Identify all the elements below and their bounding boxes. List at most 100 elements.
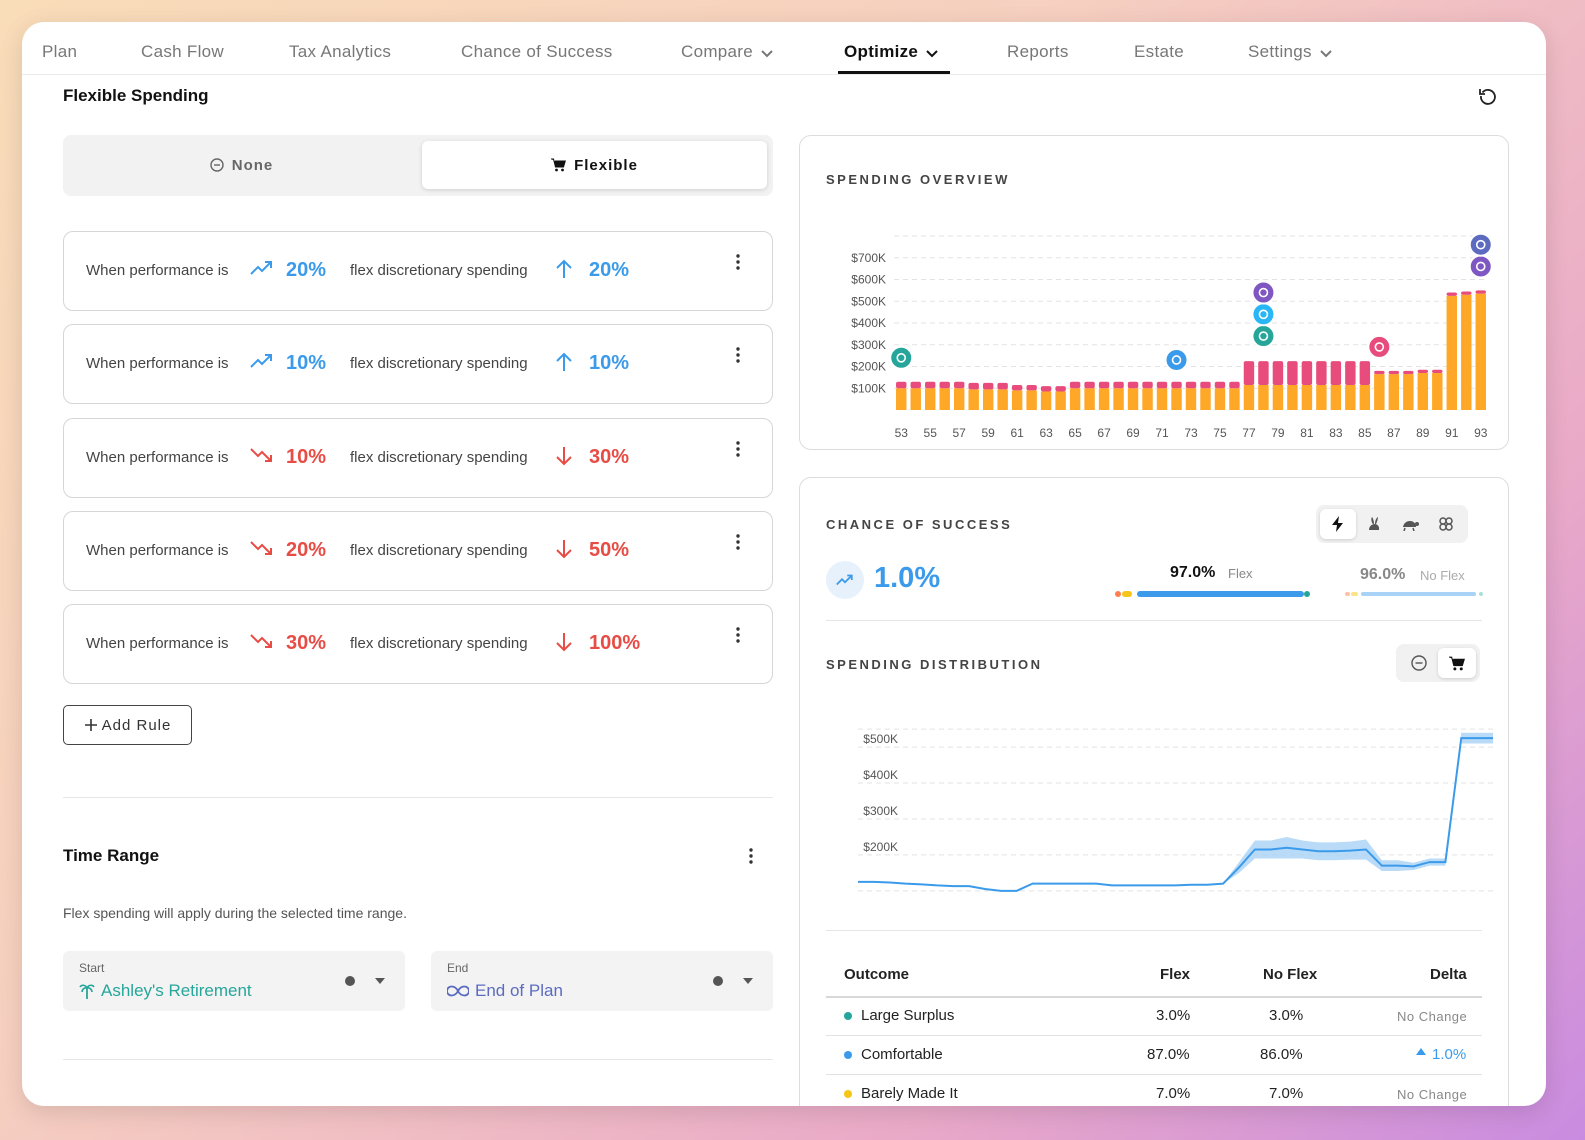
flex-rule[interactable]: When performance is 10% flex discretiona… [63, 418, 773, 498]
add-rule-button[interactable]: Add Rule [63, 705, 192, 745]
bar-essential [1374, 374, 1385, 410]
distribution-band [858, 732, 1493, 891]
toggle-flexible[interactable]: Flexible [422, 141, 767, 189]
heart-pulse-icon [1468, 232, 1493, 257]
nav-settings[interactable]: Settings [1248, 42, 1332, 63]
flex-rule[interactable]: When performance is 20% flex discretiona… [63, 231, 773, 311]
more-vertical-icon[interactable] [736, 534, 740, 555]
palm-tree-icon-glyph [1258, 309, 1269, 320]
x-tick-label: 75 [1213, 426, 1227, 440]
outcome-delta: No Change [1397, 1087, 1468, 1102]
x-tick-label: 85 [1358, 426, 1372, 440]
bar-discretionary [1417, 369, 1429, 374]
nav-tax-analytics[interactable]: Tax Analytics [289, 42, 392, 61]
bar-discretionary [1388, 370, 1400, 375]
bar-discretionary [896, 381, 907, 389]
nav-active-indicator [838, 71, 950, 74]
x-tick-label: 81 [1300, 426, 1314, 440]
spending-overview-title: SPENDING OVERVIEW [826, 172, 1010, 187]
nav-cash-flow[interactable]: Cash Flow [141, 42, 225, 61]
y-tick-label: $700K [851, 251, 886, 265]
x-tick-label: 93 [1474, 426, 1488, 440]
spending-mode-toggle: None Flexible [63, 135, 773, 196]
bar-essential [1330, 384, 1342, 410]
distribution-flexible[interactable] [1438, 648, 1476, 678]
y-tick-label: $200K [851, 360, 886, 374]
nav-plan[interactable]: Plan [42, 42, 78, 61]
outcome-flex: 3.0% [1156, 1007, 1191, 1024]
more-vertical-icon[interactable] [749, 848, 753, 869]
bar-discretionary [1171, 381, 1182, 389]
flex-rule[interactable]: When performance is 20% flex discretiona… [63, 511, 773, 591]
more-vertical-icon[interactable] [736, 441, 740, 462]
palm-tree-icon [79, 984, 95, 999]
medical-icon [1367, 334, 1392, 359]
nav-compare[interactable]: Compare [681, 42, 773, 63]
flex-rule[interactable]: When performance is 10% flex discretiona… [63, 324, 773, 404]
more-vertical-icon[interactable] [736, 627, 740, 648]
bar-discretionary [1055, 386, 1066, 392]
reset-icon[interactable] [1478, 86, 1498, 106]
x-tick-label: 71 [1155, 426, 1169, 440]
spending-overview-chart: $100K $200K $300K $400K $500K $600K $700K 53 55 5… [851, 232, 1493, 440]
bar-essential [1461, 294, 1472, 410]
more-vertical-icon[interactable] [736, 254, 740, 275]
scenario-turtle[interactable] [1392, 509, 1428, 539]
arrow-up-icon [555, 259, 573, 284]
cart-icon [551, 158, 567, 172]
bar-discretionary [1287, 361, 1298, 385]
bar-essential [1040, 391, 1052, 410]
bar-discretionary [1316, 361, 1327, 385]
y-tick-label: $200K [863, 840, 898, 854]
time-range-description: Flex spending will apply during the sele… [63, 905, 407, 921]
divider [826, 930, 1482, 931]
end-select[interactable]: End End of Plan [431, 951, 773, 1011]
bar-essential [1069, 388, 1081, 410]
bar-discretionary [953, 381, 965, 389]
status-dot [713, 976, 723, 986]
scenario-rabbit[interactable] [1356, 509, 1392, 539]
y-tick-label: $300K [863, 804, 898, 818]
flag-icon [1164, 347, 1189, 372]
bar-discretionary [1084, 381, 1095, 389]
scenario-lightning[interactable] [1320, 509, 1356, 539]
link-icon [1439, 517, 1453, 531]
nav-optimize[interactable]: Optimize [844, 42, 938, 63]
nav-estate[interactable]: Estate [1134, 42, 1184, 61]
bar-discretionary [925, 381, 936, 389]
bar-essential [1214, 388, 1226, 410]
dropdown-caret-icon [375, 978, 385, 984]
bar-discretionary [1185, 381, 1197, 389]
chance-of-success-card [799, 477, 1509, 1106]
bar-discretionary [1432, 369, 1443, 374]
start-select[interactable]: Start Ashley's Retirement [63, 951, 405, 1011]
bar-discretionary [1040, 386, 1052, 392]
bar-essential [1475, 293, 1486, 410]
scenario-custom[interactable] [1428, 509, 1464, 539]
bar-essential [910, 388, 921, 410]
bar-discretionary [968, 382, 979, 390]
noflex-success-fill [1361, 592, 1477, 596]
scenario-selector [1316, 505, 1468, 543]
chevron-down-icon [761, 43, 773, 63]
flex-rule[interactable]: When performance is 30% flex discretiona… [63, 604, 773, 684]
col-delta: Delta [1430, 966, 1467, 983]
lightning-icon [1332, 516, 1343, 532]
col-flex: Flex [1160, 966, 1191, 983]
distribution-none[interactable] [1400, 648, 1438, 678]
bar-essential [1388, 374, 1400, 410]
heart-pulse-icon-glyph [1475, 239, 1486, 250]
spending-distribution-title: SPENDING DISTRIBUTION [826, 657, 1043, 672]
bar-essential [968, 389, 979, 410]
y-tick-label: $600K [851, 273, 886, 287]
bar-discretionary [1243, 361, 1255, 385]
trending-down-icon [250, 633, 274, 654]
x-tick-label: 61 [1010, 426, 1024, 440]
dropdown-caret-icon [743, 978, 753, 984]
arrow-down-icon [555, 446, 573, 471]
more-vertical-icon[interactable] [736, 347, 740, 368]
bar-discretionary [1301, 361, 1313, 385]
nav-reports[interactable]: Reports [1007, 42, 1069, 61]
toggle-none[interactable]: None [69, 141, 414, 189]
nav-chance-of-success[interactable]: Chance of Success [461, 42, 613, 61]
